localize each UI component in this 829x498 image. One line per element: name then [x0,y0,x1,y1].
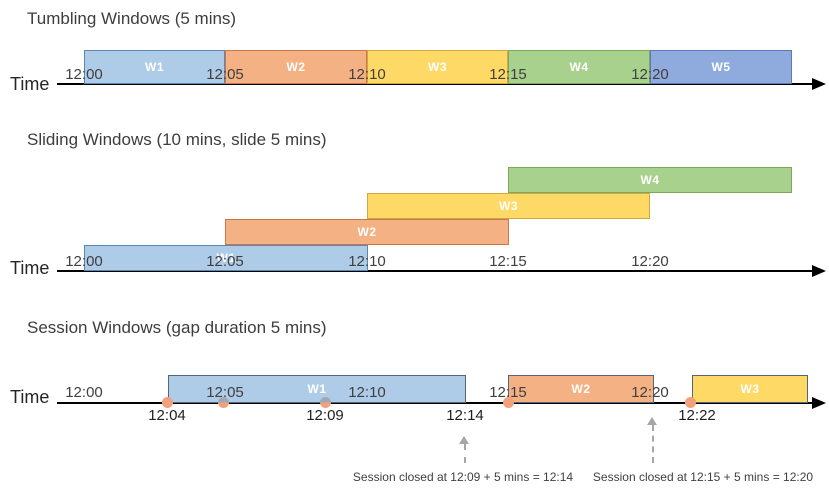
session-title: Session Windows (gap duration 5 mins) [27,318,327,337]
event-dot-1222-icon [685,397,696,408]
event-label-1204: 12:04 [148,407,186,424]
tumbling-axis-line [57,83,814,85]
session-close-arrow-2-head-icon [647,417,657,425]
event-dot-1204-icon [162,397,173,408]
window-label: W3 [499,199,518,213]
session-axis-line [57,402,814,404]
sliding-window-w4: W4 [508,167,792,193]
session-window-w1: W1 [168,375,466,403]
tumbling-tick-1220: 12:20 [631,66,669,83]
sliding-tick-1210: 12:10 [348,253,386,270]
window-label: W1 [216,251,236,265]
session-close-annotation-1: Session closed at 12:09 + 5 mins = 12:14 [352,470,574,484]
sliding-axis-arrowhead-icon [812,265,826,277]
window-label: W4 [569,60,589,74]
tumbling-axis-arrowhead-icon [812,78,826,90]
tumbling-title: Tumbling Windows (5 mins) [27,9,237,28]
tumbling-window-w1: W1 [84,50,225,84]
window-label: W3 [740,382,760,396]
sliding-tick-1215: 12:15 [489,253,527,270]
tumbling-tick-1215: 12:15 [489,66,527,83]
window-label: W1 [307,382,327,396]
window-label: W2 [286,60,306,74]
session-tick-1205: 12:05 [206,384,244,401]
session-close-annotation-2: Session closed at 12:15 + 5 mins = 12:20 [592,470,814,484]
session-tick-1210: 12:10 [348,384,386,401]
tumbling-window-w5: W5 [650,50,792,84]
sliding-axis-line [57,270,814,272]
window-label: W3 [428,60,447,74]
window-label: W2 [357,225,377,239]
window-label: W4 [640,173,660,187]
sliding-window-w2: W2 [225,219,509,245]
session-tick-1200: 12:00 [65,384,103,401]
event-dot-1205-icon [218,397,229,408]
tumbling-tick-1210: 12:10 [348,66,386,83]
sliding-time-label: Time [10,258,50,278]
tumbling-window-w2: W2 [225,50,367,84]
event-dot-1215-icon [503,397,514,408]
sliding-tick-1220: 12:20 [631,253,669,270]
window-label: W5 [711,60,731,74]
event-label-1214: 12:14 [446,407,484,424]
event-label-1209: 12:09 [306,407,344,424]
session-close-arrow-2-line [652,425,654,463]
tumbling-tick-1205: 12:05 [206,66,244,83]
session-tick-1220: 12:20 [631,384,669,401]
tumbling-tick-1200: 12:00 [65,66,103,83]
session-close-arrow-1-head-icon [459,436,469,444]
session-time-label: Time [10,387,50,407]
tumbling-window-w4: W4 [508,50,650,84]
sliding-tick-1205: 12:05 [206,253,244,270]
window-label: W2 [571,382,591,396]
tumbling-window-w3: W3 [367,50,508,84]
session-close-arrow-1-line [464,444,466,463]
sliding-tick-1200: 12:00 [65,253,103,270]
sliding-window-w3: W3 [367,193,650,219]
session-axis-arrowhead-icon [812,397,826,409]
sliding-window-w1: W1 [84,245,368,271]
sliding-title: Sliding Windows (10 mins, slide 5 mins) [27,130,327,149]
session-tick-1215: 12:15 [489,384,527,401]
tumbling-time-label: Time [10,74,50,94]
event-dot-1209-icon [320,397,331,408]
session-window-w2: W2 [508,375,654,403]
window-label: W1 [145,60,164,74]
event-label-1222: 12:22 [678,407,716,424]
session-window-w3: W3 [692,375,808,403]
